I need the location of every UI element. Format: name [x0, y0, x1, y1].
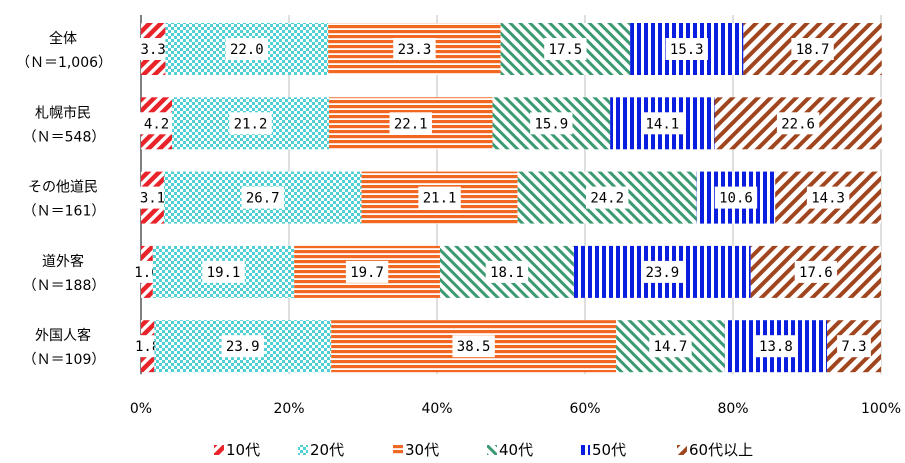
- data-label: 21.2: [234, 116, 268, 132]
- data-label-bg: [806, 186, 850, 209]
- data-label: 14.7: [654, 339, 688, 355]
- x-tick-label: 0%: [130, 401, 152, 417]
- data-label-bg: [544, 38, 587, 60]
- data-label: 17.6: [799, 265, 833, 281]
- data-label-bg: [452, 335, 495, 358]
- x-tick-label: 80%: [717, 401, 748, 417]
- data-label: 22.6: [781, 116, 815, 132]
- data-label-bg: [221, 335, 264, 358]
- data-label-bg: [241, 186, 284, 209]
- data-label-bg: [641, 260, 684, 283]
- data-label: 21.1: [423, 191, 457, 207]
- data-label-bg: [837, 335, 871, 358]
- data-label-bg: [418, 186, 461, 209]
- data-label-bg: [393, 38, 436, 60]
- legend-label: 20代: [310, 441, 344, 459]
- category-sample-size: （Ｎ＝161）: [23, 204, 106, 220]
- legend-swatch: [677, 445, 687, 455]
- category-sample-size: （Ｎ＝1,006）: [16, 55, 112, 71]
- legend-swatch: [580, 445, 590, 455]
- data-label: 19.7: [350, 265, 384, 281]
- data-label: 4.2: [144, 116, 169, 132]
- data-label-bg: [649, 335, 692, 358]
- category-label: 札幌市民: [35, 104, 91, 121]
- data-label-bg: [714, 186, 758, 209]
- data-label-bg: [586, 186, 629, 209]
- legend: 10代 20代 30代 40代 50代 60代以上: [214, 441, 753, 459]
- data-label: 3.3: [141, 42, 166, 58]
- data-label: 13.8: [759, 339, 793, 355]
- data-label-bg: [791, 38, 834, 60]
- category-label: 全体: [49, 30, 77, 47]
- data-label-bg: [225, 38, 269, 60]
- data-label-bg: [389, 112, 432, 135]
- category-label: その他道民: [28, 180, 98, 196]
- legend-label: 10代: [226, 441, 260, 459]
- data-label-bg: [136, 38, 171, 60]
- x-tick-label: 20%: [273, 401, 304, 417]
- data-label: 22.1: [394, 116, 428, 132]
- legend-label: 50代: [592, 441, 626, 459]
- data-label: 18.7: [796, 42, 830, 58]
- data-label: 24.2: [590, 191, 624, 207]
- category-label: 道外客: [42, 253, 84, 270]
- category-label: 外国人客: [35, 327, 91, 344]
- data-label-bg: [139, 112, 174, 135]
- legend-swatch: [214, 445, 224, 455]
- legend-swatch: [393, 445, 403, 455]
- legend-swatch: [298, 445, 308, 455]
- data-label: 14.3: [811, 191, 845, 207]
- legend-label: 30代: [405, 441, 439, 459]
- data-label: 15.3: [670, 42, 704, 58]
- data-label: 19.1: [207, 265, 241, 281]
- data-label: 23.9: [645, 265, 679, 281]
- data-label-bg: [754, 335, 798, 358]
- data-label-bg: [794, 260, 838, 283]
- category-sample-size: （Ｎ＝548）: [23, 129, 106, 145]
- x-tick-label: 40%: [421, 401, 452, 417]
- data-label-bg: [345, 260, 389, 283]
- data-label-bg: [135, 186, 170, 209]
- category-sample-size: （Ｎ＝109）: [23, 352, 106, 368]
- data-label-bg: [485, 260, 529, 283]
- category-labels: 全体 （Ｎ＝1,006） 札幌市民 （Ｎ＝548） その他道民 （Ｎ＝161） 道外客 （Ｎ＝…: [16, 30, 112, 368]
- data-label: 26.7: [246, 191, 280, 207]
- data-label: 17.5: [549, 42, 583, 58]
- data-label-bg: [776, 112, 820, 135]
- data-label-bg: [202, 260, 245, 283]
- data-label: 22.0: [230, 42, 264, 58]
- category-sample-size: （Ｎ＝188）: [23, 278, 106, 294]
- data-label: 23.9: [226, 339, 260, 355]
- data-label: 14.1: [645, 116, 679, 132]
- data-label: 15.9: [534, 116, 568, 132]
- data-label: 7.3: [841, 339, 866, 355]
- data-label: 1.8: [135, 339, 160, 355]
- data-label-bg: [530, 112, 573, 135]
- bars: 3.3 22.0 23.3 17.5 15.3 18.7 4.2 21.2 22.1 15.9 14…: [130, 23, 882, 373]
- data-label: 3.1: [140, 191, 165, 207]
- data-label-bg: [229, 112, 272, 135]
- legend-label: 60代以上: [689, 441, 753, 459]
- x-axis-ticks: 0% 20% 40% 60% 80% 100%: [130, 401, 901, 417]
- data-label: 23.3: [398, 42, 432, 58]
- data-label: 38.5: [457, 339, 491, 355]
- x-tick-label: 60%: [569, 401, 600, 417]
- data-label: 10.6: [719, 191, 753, 207]
- data-label: 18.1: [490, 265, 524, 281]
- data-label-bg: [665, 38, 708, 60]
- x-tick-label: 100%: [861, 401, 901, 417]
- data-label-bg: [641, 112, 684, 135]
- legend-label: 40代: [499, 441, 533, 459]
- legend-swatch: [487, 445, 497, 455]
